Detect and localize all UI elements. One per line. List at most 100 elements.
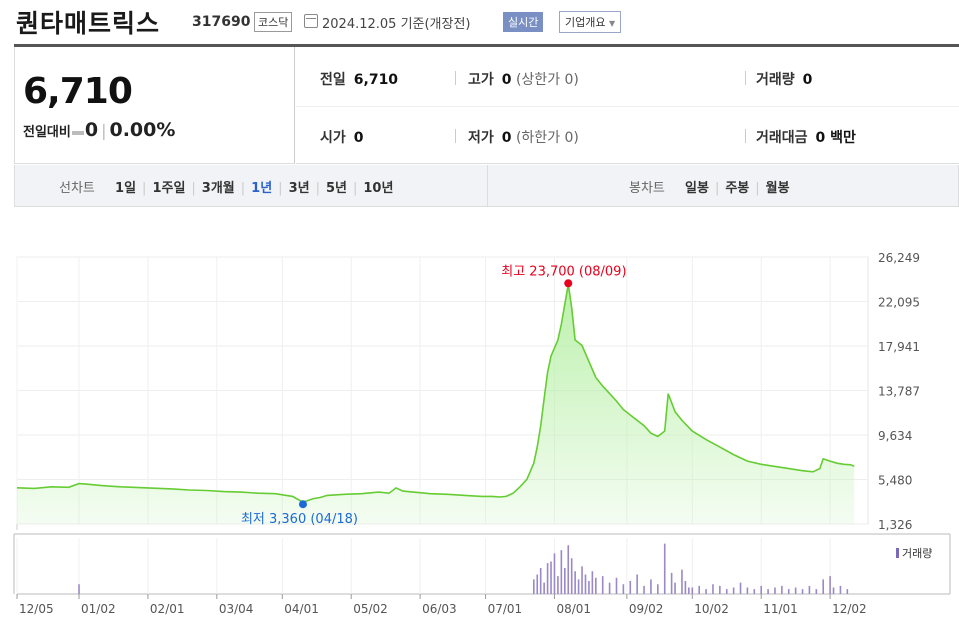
- low-annotation: 최저 3,360 (04/18): [241, 512, 358, 527]
- volume-legend-swatch: [896, 548, 899, 558]
- volume-bar: [732, 587, 735, 594]
- x-tick-label: 11/01: [763, 602, 798, 616]
- candle-chart-tabs: 봉차트 일봉 | 주봉 | 월봉: [629, 177, 790, 196]
- market-badge: 코스닥: [254, 12, 293, 32]
- stat-value: 0: [802, 72, 813, 88]
- chevron-down-icon: ▼: [608, 19, 616, 28]
- stat-low: 저가 0 (하한가 0): [468, 127, 579, 147]
- low-marker: [298, 500, 307, 509]
- divider: [455, 71, 456, 85]
- volume-bar: [570, 558, 573, 594]
- chart-period-tabs: 선차트 1일 | 1주일 | 3개월 | 1년 | 3년 | 5년 | 10년 봉차트 일봉 | 주봉 | 월봉: [14, 165, 959, 207]
- volume-bar: [688, 587, 690, 594]
- tab-candle_tabs-1[interactable]: 주봉: [725, 181, 750, 196]
- y-tick-label: 1,326: [878, 518, 912, 532]
- x-tick-label: 08/01: [556, 602, 591, 616]
- tab-line_tabs-5[interactable]: 5년: [325, 181, 347, 196]
- stat-label: 전일: [320, 72, 346, 88]
- realtime-button[interactable]: 실시간: [503, 12, 544, 32]
- volume-bar: [78, 584, 80, 594]
- tab-candle_tabs-0[interactable]: 일봉: [685, 181, 709, 196]
- x-tick-label: 12/05: [19, 602, 54, 616]
- stock-header: 퀀타매트릭스 317690 코스닥 2024.12.05 기준(개장전) 실시간…: [0, 0, 959, 44]
- volume-bar: [553, 553, 556, 594]
- tab-candle_tabs-2[interactable]: 월봉: [765, 181, 790, 196]
- stat-value: 0: [501, 130, 512, 146]
- volume-bar: [746, 587, 749, 594]
- volume-bar: [781, 585, 783, 594]
- line-chart-label: 선차트: [59, 181, 95, 196]
- volume-bar: [546, 563, 549, 594]
- x-tick-label: 01/02: [81, 602, 116, 616]
- volume-bar: [650, 579, 652, 594]
- volume-bar: [705, 589, 707, 594]
- divider: [745, 129, 746, 143]
- company-overview-label: 기업개요: [565, 16, 606, 29]
- tab-separator: |: [142, 181, 147, 196]
- volume-bar: [698, 585, 700, 594]
- price-summary: 6,710 전일대비 0 | 0.00%: [14, 47, 295, 164]
- volume-bar: [822, 579, 825, 594]
- volume-bar: [681, 569, 683, 594]
- volume-bar: [719, 585, 721, 594]
- volume-bar: [533, 579, 535, 594]
- tab-separator: |: [352, 181, 358, 196]
- x-tick-label: 12/02: [832, 602, 867, 616]
- change-label: 전일대비: [23, 125, 71, 140]
- price-chart: 26,249 22,095 17,941 13,787 9,634 5,480 1,326 1…: [0, 208, 959, 633]
- tab-separator: |: [755, 181, 760, 196]
- volume-bar: [536, 574, 539, 594]
- volume-bar: [846, 589, 849, 594]
- company-overview-dropdown[interactable]: 기업개요 ▼: [559, 11, 622, 33]
- volume-bar: [560, 550, 563, 594]
- volume-bar: [801, 589, 804, 594]
- divider: |: [101, 121, 107, 140]
- stat-label: 거래량: [756, 72, 795, 88]
- tab-line_tabs-2[interactable]: 3개월: [201, 181, 235, 196]
- tab-line_tabs-4[interactable]: 3년: [288, 181, 310, 196]
- volume-bar: [591, 571, 594, 594]
- high-annotation: 최고 23,700 (08/09): [501, 264, 626, 279]
- y-tick-label: 22,095: [878, 296, 920, 310]
- price-area: [17, 284, 855, 524]
- volume-bar: [767, 589, 769, 594]
- volume-bar: [595, 577, 597, 594]
- volume-bar: [577, 579, 580, 594]
- volume-bar: [787, 589, 790, 594]
- tab-line_tabs-0[interactable]: 1일: [115, 181, 137, 196]
- stat-sub: (상한가 0): [515, 72, 579, 88]
- tab-line_tabs-6[interactable]: 10년: [363, 181, 394, 196]
- base-date: 2024.12.05 기준(개장전): [322, 17, 471, 32]
- price-line: [16, 284, 855, 504]
- volume-bar: [808, 585, 811, 594]
- volume-bar: [574, 571, 576, 594]
- volume-bar: [794, 587, 797, 594]
- stat-label: 저가: [468, 130, 494, 146]
- y-tick-label: 13,787: [878, 385, 920, 399]
- volume-bar: [581, 566, 583, 594]
- tab-separator: |: [240, 181, 246, 196]
- tab-line_tabs-1[interactable]: 1주일: [152, 181, 186, 196]
- x-tick-label: 04/01: [284, 602, 319, 616]
- volume-bar: [739, 582, 742, 594]
- volume-bar: [829, 576, 831, 594]
- x-tick-label: 06/03: [422, 602, 457, 616]
- change-value: 0: [84, 119, 99, 141]
- volume-bar: [670, 572, 673, 594]
- volume-bar: [839, 585, 842, 594]
- company-name: 퀀타매트릭스: [16, 9, 161, 38]
- stat-value: 0: [501, 72, 512, 88]
- volume-bar: [760, 585, 762, 594]
- tab-line_tabs-3[interactable]: 1년: [251, 181, 273, 196]
- stock-code: 317690: [192, 14, 251, 30]
- tab-separator: |: [315, 181, 320, 196]
- divider: [745, 71, 746, 85]
- volume-bar: [567, 545, 570, 594]
- y-tick-label: 5,480: [878, 473, 912, 487]
- high-marker: [564, 279, 573, 288]
- volume-bar: [657, 584, 659, 594]
- volume-bar: [684, 581, 687, 594]
- y-tick-label: 9,634: [878, 429, 912, 443]
- tab-separator: |: [714, 181, 720, 196]
- stat-label: 고가: [468, 72, 494, 88]
